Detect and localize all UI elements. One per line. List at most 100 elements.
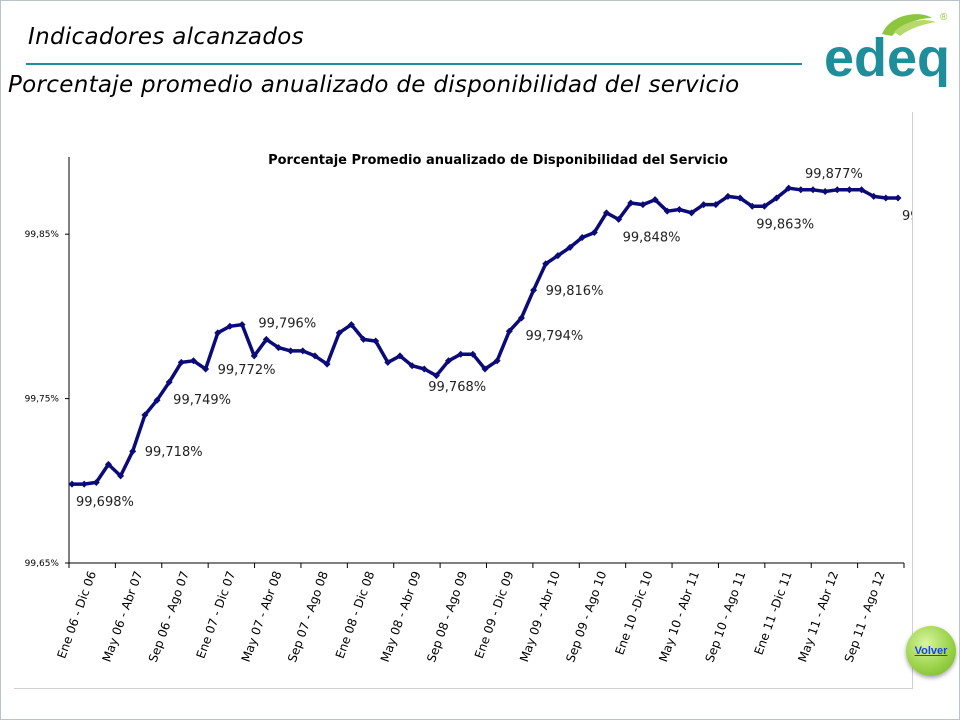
data-point [517,314,525,322]
chart-title: Porcentaje Promedio anualizado de Dispon… [268,153,728,168]
data-label: 99,876% [902,209,912,224]
data-point [724,192,732,200]
data-point [262,335,270,343]
data-point [189,357,197,365]
availability-line-chart: Porcentaje Promedio anualizado de Dispon… [25,153,912,664]
data-point [445,357,453,365]
x-tick-label: Ene 06 - Dic 06 [54,569,99,660]
data-label: 99,848% [623,230,681,245]
x-tick-label: Sep 08 - Ago 09 [424,569,470,664]
data-label: 99,877% [805,167,863,182]
data-point [360,335,368,343]
series-line [72,186,898,486]
x-tick-label: Ene 11 -Dic 11 [752,569,795,657]
data-label: 99,794% [525,329,583,344]
data-point [141,411,149,419]
data-point [627,199,635,207]
data-point [578,233,586,241]
data-point [396,352,404,360]
data-point [712,201,720,209]
data-point [347,321,355,329]
data-point [760,202,768,210]
data-point [469,350,477,358]
data-point [639,201,647,209]
data-point [809,186,817,194]
logo-leaf-icon [882,14,932,36]
data-point [432,372,440,380]
y-tick-label: 99,75% [25,395,60,405]
data-point [202,365,210,373]
data-point [858,186,866,194]
data-point [675,206,683,214]
data-point [615,215,623,223]
data-point [882,194,890,202]
data-label: 99,863% [756,217,814,232]
data-point [602,209,610,217]
data-point [372,337,380,345]
chart-panel: Porcentaje Promedio anualizado de Dispon… [14,112,913,689]
data-point [493,357,501,365]
volver-button[interactable]: Volver [906,626,956,676]
x-tick-label: Sep 06 - Ago 07 [146,569,192,664]
data-point [238,321,246,329]
title-divider [26,63,802,65]
data-point [833,186,841,194]
data-point [165,378,173,386]
data-point [894,194,902,202]
x-tick-label: Ene 07 - Dic 07 [194,569,239,660]
data-point [384,358,392,366]
data-point [773,194,781,202]
data-point [748,202,756,210]
page-title: Indicadores alcanzados [28,24,304,50]
data-point [129,447,137,455]
y-tick-label: 99,65% [25,559,60,569]
x-tick-label: Sep 10 - Ago 11 [702,569,748,664]
data-point [408,362,416,370]
data-point [68,480,76,488]
data-point [311,352,319,360]
data-point [177,358,185,366]
data-label: 99,718% [145,445,203,460]
x-tick-label: May 09 - Abr 10 [517,569,563,664]
data-point [688,209,695,217]
volver-label[interactable]: Volver [914,645,948,657]
data-point [870,192,878,200]
data-point [566,243,574,251]
x-tick-label: May 08 - Abr 09 [378,569,424,664]
data-point [335,329,343,337]
x-tick-label: Sep 11 - Ago 12 [842,569,888,664]
data-point [275,344,282,352]
logo-text: edeq [824,28,950,88]
data-point [845,186,853,194]
x-tick-label: Ene 09 - Dic 09 [472,569,517,660]
data-label: 99,796% [258,316,316,331]
x-tick-label: May 11 - Abr 12 [795,569,841,664]
data-point [530,286,538,294]
x-tick-label: May 10 - Abr 11 [656,569,702,664]
data-point [651,196,659,204]
data-point [481,365,489,373]
data-point [542,260,550,268]
data-point [736,194,744,202]
data-label: 99,768% [428,380,486,395]
data-point [420,365,428,373]
data-point [700,201,708,209]
data-point [214,329,222,337]
data-point [554,252,562,260]
page-subtitle: Porcentaje promedio anualizado de dispon… [8,72,740,98]
data-point [104,460,112,468]
data-point [117,472,125,480]
data-point [797,186,805,194]
data-point [323,360,331,368]
x-tick-label: Sep 07 - Ago 08 [285,569,331,664]
x-tick-label: May 06 - Abr 07 [100,569,146,664]
data-point [287,347,295,355]
x-tick-label: Sep 09 - Ago 10 [563,569,609,664]
data-point [663,207,671,215]
y-tick-label: 99,85% [25,230,60,240]
data-label: 99,816% [546,284,604,299]
edeq-logo: edeq ® [824,12,950,88]
data-point [250,352,258,360]
data-point [153,396,161,404]
data-label: 99,749% [173,393,231,408]
